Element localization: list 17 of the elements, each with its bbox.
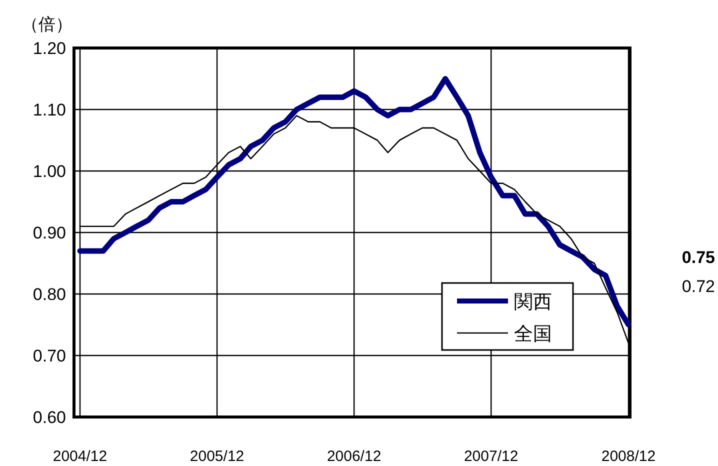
legend-label: 全国 xyxy=(514,324,552,345)
y-tick-label: 1.20 xyxy=(32,39,66,58)
x-tick-label: 2007/12 xyxy=(464,448,518,465)
y-tick-label: 0.60 xyxy=(32,408,66,427)
x-tick-label: 2005/12 xyxy=(190,448,244,465)
legend-label: 関西 xyxy=(514,292,552,313)
y-tick-label: 1.10 xyxy=(32,100,66,120)
x-tick-label: 2008/12 xyxy=(601,448,656,465)
y-tick-label: 1.00 xyxy=(32,162,66,181)
y-tick-label: 0.70 xyxy=(32,346,66,366)
y-tick-label: 0.80 xyxy=(32,285,66,304)
text: 0.75 xyxy=(682,248,715,267)
y-tick-label: 0.90 xyxy=(32,224,66,242)
x-tick-label: 2004/12 xyxy=(52,448,108,465)
text: 0.72 xyxy=(682,277,715,296)
y-axis-title: （倍） xyxy=(22,15,72,34)
x-tick-label: 2006/12 xyxy=(326,448,382,465)
